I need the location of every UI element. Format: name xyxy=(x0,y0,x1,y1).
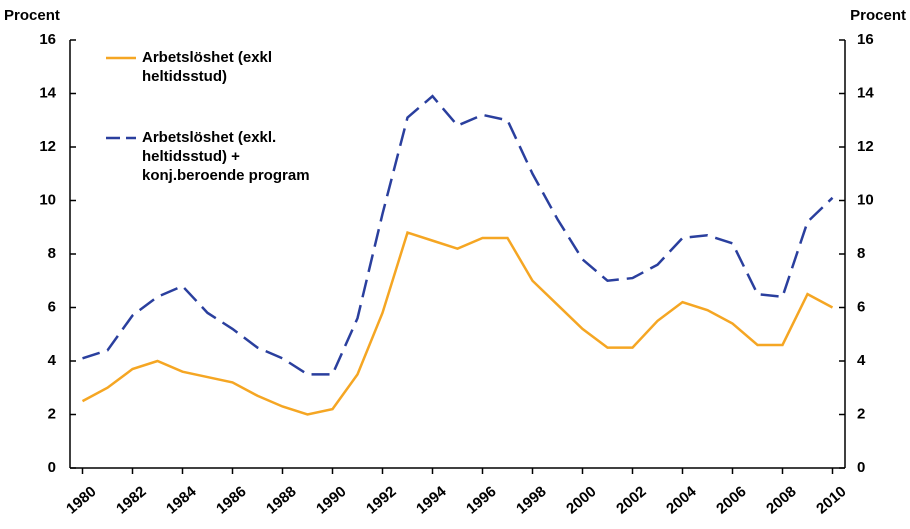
x-tick-label: 1996 xyxy=(463,483,499,517)
x-tick-label: 1998 xyxy=(513,483,549,517)
x-tick-label: 1992 xyxy=(363,483,399,517)
y-axis-label: Procent xyxy=(4,7,60,24)
legend-label: Arbetslöshet (exkl. heltidsstud) + konj.… xyxy=(142,129,310,184)
x-tick-label: 1994 xyxy=(413,483,450,518)
y2-tick-label: 10 xyxy=(857,191,874,208)
y2-tick-label: 14 xyxy=(857,84,874,101)
series-line xyxy=(81,231,834,416)
y-tick-label: 6 xyxy=(48,298,56,315)
x-tick-label: 1986 xyxy=(213,483,249,517)
y-tick-label: 8 xyxy=(48,245,56,262)
y2-tick-label: 16 xyxy=(857,31,874,48)
y2-tick-label: 6 xyxy=(857,298,865,315)
y-tick-label: 16 xyxy=(39,31,56,48)
x-tick-label: 2000 xyxy=(563,483,599,517)
y-tick-label: 10 xyxy=(39,191,56,208)
y2-tick-label: 4 xyxy=(857,352,866,369)
y-tick-label: 0 xyxy=(48,459,56,476)
x-tick-label: 2006 xyxy=(713,483,749,517)
x-tick-label: 1990 xyxy=(313,483,349,517)
x-tick-label: 2010 xyxy=(813,483,849,517)
x-tick-label: 2008 xyxy=(763,483,799,517)
y2-tick-label: 8 xyxy=(857,245,865,262)
x-tick-label: 1988 xyxy=(263,483,299,517)
legend-label: Arbetslöshet (exkl heltidsstud) xyxy=(142,49,273,85)
x-tick-label: 1984 xyxy=(163,483,200,518)
y2-tick-label: 12 xyxy=(857,138,874,155)
y-tick-label: 4 xyxy=(48,352,57,369)
x-tick-label: 2002 xyxy=(613,483,649,517)
y-tick-label: 14 xyxy=(39,84,56,101)
y2-axis-label: Procent xyxy=(850,7,906,24)
y2-tick-label: 2 xyxy=(857,405,865,422)
y2-tick-label: 0 xyxy=(857,459,865,476)
y-tick-label: 12 xyxy=(39,138,56,155)
x-tick-label: 1982 xyxy=(113,483,149,517)
x-tick-label: 1980 xyxy=(63,483,99,517)
series-line xyxy=(82,94,834,376)
y-tick-label: 2 xyxy=(48,405,56,422)
x-tick-label: 2004 xyxy=(663,483,700,518)
